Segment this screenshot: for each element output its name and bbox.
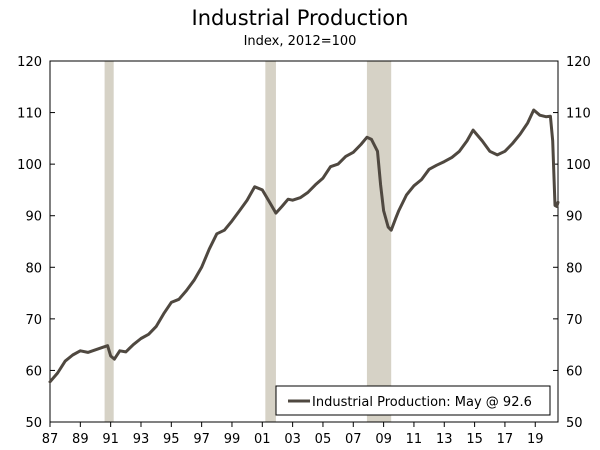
y-tick-label-right: 100 — [566, 158, 591, 173]
axis-ticks: 50 50 60 60 70 70 80 80 90 90 100 100 110 110 120 120 87… — [17, 55, 591, 447]
y-tick-label-right: 90 — [566, 210, 583, 225]
y-tick-label-right: 80 — [566, 261, 583, 276]
x-tick-label: 95 — [163, 432, 180, 447]
chart-title: Industrial Production — [191, 6, 409, 30]
plot-frame — [49, 60, 559, 423]
x-tick-label: 17 — [497, 432, 514, 447]
x-tick-label: 01 — [254, 432, 271, 447]
x-tick-label: 07 — [345, 432, 362, 447]
recession-bands — [104, 61, 392, 422]
y-tick-label-left: 70 — [25, 313, 42, 328]
x-tick-label: 19 — [527, 432, 544, 447]
y-tick-label-left: 50 — [25, 416, 42, 431]
x-tick-label: 87 — [42, 432, 59, 447]
x-tick-label: 91 — [102, 432, 119, 447]
y-tick-label-left: 80 — [25, 261, 42, 276]
recession-band-2 — [265, 61, 276, 422]
y-tick-label-left: 60 — [25, 364, 42, 379]
x-tick-label: 97 — [193, 432, 210, 447]
recession-band-1 — [104, 61, 114, 422]
y-tick-label-right: 70 — [566, 313, 583, 328]
x-tick-label: 89 — [72, 432, 89, 447]
legend-box — [275, 385, 551, 416]
x-tick-label: 03 — [284, 432, 301, 447]
y-tick-label-right: 50 — [566, 416, 583, 431]
x-tick-label: 11 — [406, 432, 423, 447]
y-tick-label-left: 120 — [17, 55, 42, 70]
x-tick-label: 13 — [436, 432, 453, 447]
x-tick-label: 09 — [375, 432, 392, 447]
series-layer — [48, 108, 560, 384]
chart-subtitle: Index, 2012=100 — [243, 34, 357, 49]
legend-label: Industrial Production: May @ 92.6 — [312, 395, 532, 410]
recession-band-3 — [366, 61, 392, 422]
x-tick-label: 05 — [315, 432, 332, 447]
series-line-industrial-production — [48, 108, 560, 384]
y-tick-label-right: 60 — [566, 364, 583, 379]
y-tick-label-left: 110 — [17, 107, 42, 122]
x-tick-label: 15 — [466, 432, 483, 447]
x-tick-label: 99 — [224, 432, 241, 447]
y-tick-label-right: 120 — [566, 55, 591, 70]
y-tick-label-left: 90 — [25, 210, 42, 225]
y-tick-label-right: 110 — [566, 107, 591, 122]
legend: Industrial Production: May @ 92.6 — [275, 385, 551, 416]
x-tick-label: 93 — [133, 432, 150, 447]
y-tick-label-left: 100 — [17, 158, 42, 173]
